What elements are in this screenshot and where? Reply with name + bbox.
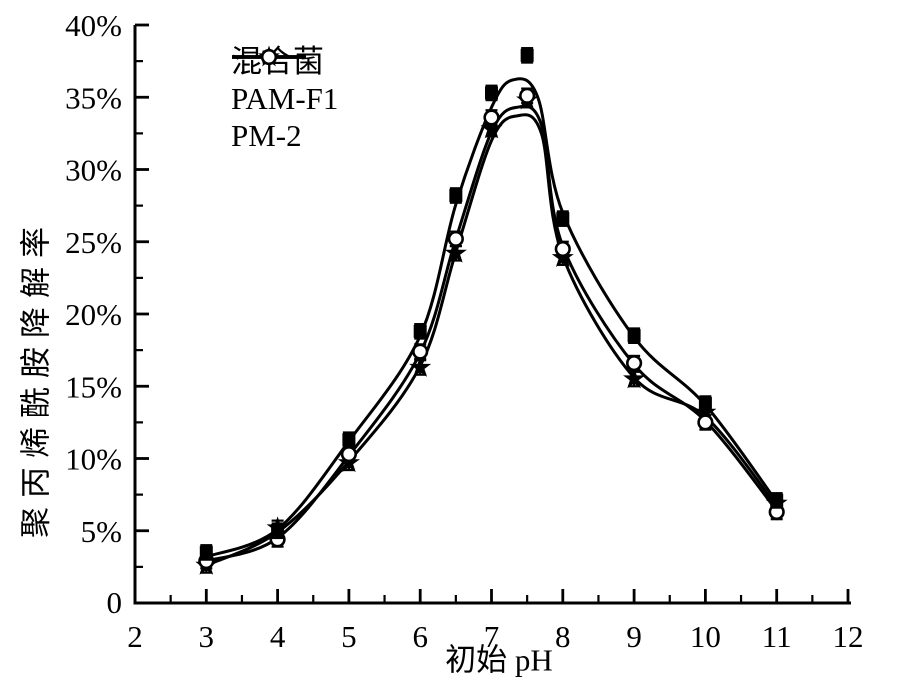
filled-square-marker <box>520 48 534 62</box>
filled-square-marker <box>698 397 712 411</box>
legend-label: 混合菌 <box>231 44 324 79</box>
svg-text:2: 2 <box>127 619 143 654</box>
svg-text:3: 3 <box>199 619 215 654</box>
svg-text:40%: 40% <box>65 8 122 43</box>
filled-star-marker <box>444 241 467 263</box>
filled-square-marker <box>449 189 463 203</box>
open-circle-marker <box>554 240 571 258</box>
filled-square-marker <box>770 493 784 507</box>
series-points-2 <box>198 87 785 570</box>
svg-text:12: 12 <box>833 619 864 654</box>
legend-item-pm-2: PM-2 <box>231 48 338 153</box>
open-circle-marker <box>625 355 643 372</box>
filled-square-marker <box>271 524 285 538</box>
legend-label: PAM-F1 <box>231 81 339 116</box>
filled-square-marker <box>485 86 498 100</box>
series-points-1 <box>195 88 788 575</box>
open-circle-marker <box>697 414 714 431</box>
open-circle-marker <box>447 230 464 247</box>
svg-text:20%: 20% <box>65 297 122 332</box>
filled-square-marker <box>627 329 641 343</box>
svg-text:7: 7 <box>484 619 500 654</box>
series-curve-2 <box>204 104 779 563</box>
svg-text:15%: 15% <box>65 369 122 404</box>
svg-text:0: 0 <box>107 585 123 620</box>
svg-text:6: 6 <box>412 619 428 654</box>
legend-item-pam-f1: PAM-F1 <box>231 45 339 116</box>
svg-text:4: 4 <box>270 619 286 654</box>
y-axis-label: 聚丙烯酰胺降解率 <box>18 218 54 538</box>
svg-text:5%: 5% <box>81 514 122 549</box>
ticks <box>133 23 850 605</box>
svg-text:10: 10 <box>690 619 721 654</box>
open-circle-marker <box>412 343 429 360</box>
open-circle-marker <box>483 109 500 126</box>
legend: 混合菌 PAM-F1 PM-2 <box>231 45 338 152</box>
open-circle-marker-icon <box>232 48 306 66</box>
filled-star-marker <box>623 367 646 389</box>
filled-star-marker <box>480 117 503 139</box>
svg-text:35%: 35% <box>65 80 122 115</box>
svg-text:10%: 10% <box>65 442 122 477</box>
svg-text:8: 8 <box>555 619 571 654</box>
svg-text:9: 9 <box>626 619 642 654</box>
series-points-0 <box>199 47 784 561</box>
svg-text:5: 5 <box>341 619 357 654</box>
filled-square-marker <box>556 212 570 226</box>
filled-square-marker <box>199 545 213 559</box>
svg-text:11: 11 <box>762 619 792 654</box>
open-circle-marker <box>519 87 536 104</box>
tick-labels: 2 3 4 5 6 7 8 9 10 11 12 0 5% 10% 15% 20% 25% 30% 35% 40% <box>65 8 863 654</box>
svg-text:25%: 25% <box>65 225 122 260</box>
svg-text:30%: 30% <box>65 153 122 188</box>
open-circle-marker <box>340 446 358 463</box>
filled-square-marker <box>413 324 427 338</box>
filled-square-marker <box>342 433 356 447</box>
legend-label: PM-2 <box>231 118 302 153</box>
series-curve-1 <box>204 113 779 567</box>
filled-star-marker <box>409 355 432 377</box>
x-axis-label: 初始 pH <box>445 642 553 678</box>
